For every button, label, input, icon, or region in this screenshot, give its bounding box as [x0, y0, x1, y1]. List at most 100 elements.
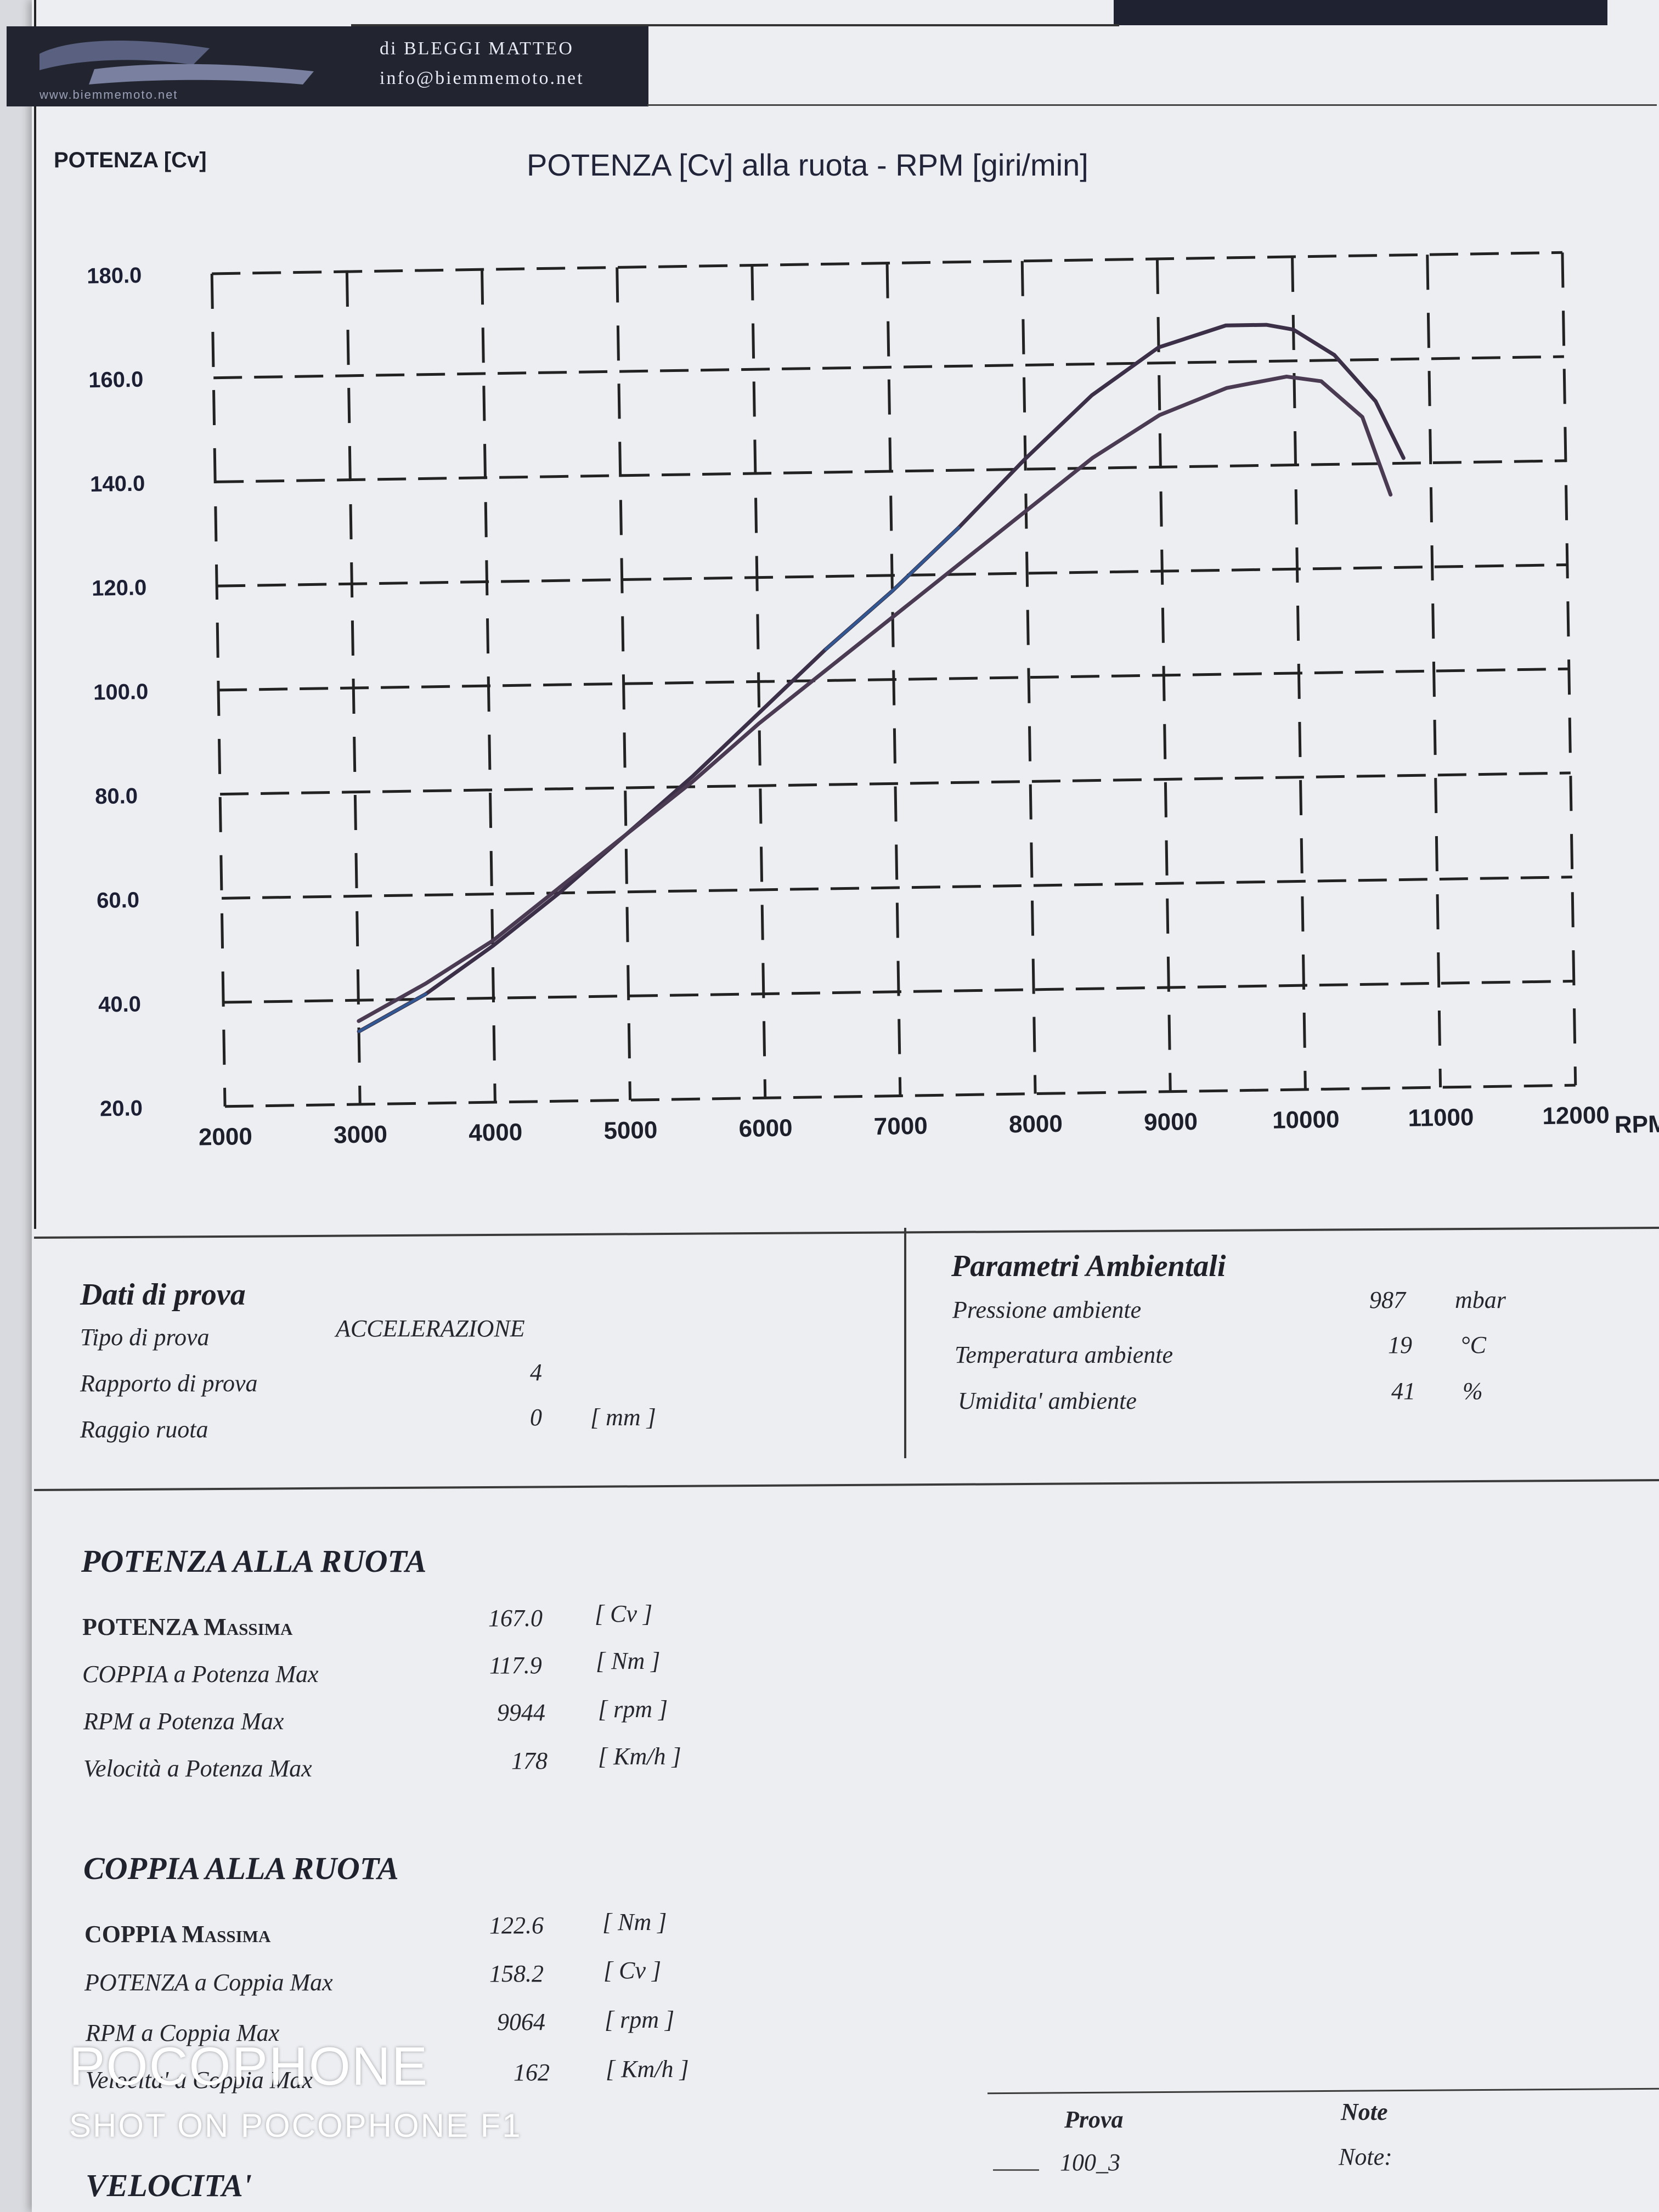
power-section-title: POTENZA ALLA RUOTA [81, 1543, 427, 1579]
grid-line-vertical [1155, 258, 1172, 1092]
power-label: POTENZA Massima [82, 1613, 293, 1640]
grid-line-horizontal [213, 355, 1564, 380]
x-tick-label: 8000 [1009, 1110, 1063, 1138]
x-tick-label: 10000 [1272, 1106, 1340, 1134]
x-tick-label: 7000 [873, 1113, 928, 1141]
x-tick-label: 5000 [603, 1116, 658, 1144]
power-label: COPPIA a Potenza Max [82, 1661, 319, 1688]
camera-watermark-caption: SHOT ON POCOPHONE F1 [69, 2107, 522, 2144]
grid-line-vertical [481, 269, 496, 1103]
torque-label: RPM a Coppia Max [86, 2019, 280, 2046]
test-label: Raggio ruota [80, 1416, 208, 1443]
grid-line-vertical [885, 263, 902, 1096]
speed-section-title: VELOCITA' [86, 2168, 252, 2203]
x-tick-label: 4000 [469, 1119, 523, 1147]
series-line-2 [357, 374, 1393, 1023]
y-tick-label: 140.0 [90, 471, 145, 496]
power-label: RPM a Potenza Max [83, 1708, 284, 1735]
logo-url: www.biemmemoto.net [40, 88, 178, 101]
power-rpm-chart: 20.0 40.0 60.0 80.0 100.0 120.0 140.0 160.0 180.… [87, 251, 1659, 1151]
env-label: Pressione ambiente [952, 1296, 1142, 1323]
company-email: info@biemmemoto.net [380, 68, 584, 88]
test-data-title: Dati di prova [80, 1278, 246, 1312]
power-value: 117.9 [489, 1652, 542, 1679]
y-tick-label: 40.0 [98, 992, 142, 1017]
x-tick-label: 11000 [1408, 1104, 1474, 1132]
env-value: 987 [1369, 1286, 1406, 1313]
torque-label: Velocita' a Coppia Max [86, 2067, 313, 2094]
x-tick-label: 3000 [334, 1121, 388, 1149]
env-unit: mbar [1455, 1286, 1506, 1313]
y-tick-label: 60.0 [97, 888, 140, 913]
test-label: Rapporto di prova [80, 1370, 258, 1397]
series-line-1-tint [357, 992, 427, 1033]
test-label: Tipo di prova [80, 1324, 210, 1351]
x-tick-label: 6000 [738, 1115, 793, 1143]
section-vertical-divider [904, 1228, 906, 1458]
company-logo-block: www.biemmemoto.net di BLEGGI MATTEO info… [7, 26, 648, 106]
header-underline [647, 104, 1657, 106]
test-value: ACCELERAZIONE [336, 1315, 525, 1342]
grid-line-vertical [1291, 256, 1307, 1090]
test-value: 0 [530, 1404, 542, 1431]
y-tick-label: 20.0 [100, 1096, 143, 1121]
torque-section-title: COPPIA ALLA RUOTA [83, 1850, 399, 1886]
env-label: Umidita' ambiente [958, 1387, 1137, 1414]
power-value: 167.0 [488, 1605, 543, 1632]
power-unit: [ Cv ] [595, 1600, 653, 1627]
x-tick-label: 12000 [1542, 1102, 1610, 1130]
grid-line-vertical [1020, 261, 1037, 1094]
torque-label: COPPIA Massima [84, 1921, 271, 1948]
legend-note-value: Note: [1339, 2143, 1392, 2170]
grid-line-vertical [751, 265, 767, 1098]
sheet-frame [34, 0, 1659, 1229]
torque-unit: [ Cv ] [603, 1957, 662, 1984]
power-value: 9944 [497, 1699, 545, 1726]
legend-prova-value: 100_3 [1060, 2149, 1120, 2176]
torque-label: POTENZA a Coppia Max [84, 1969, 333, 1996]
x-tick-label: 9000 [1144, 1108, 1198, 1136]
legend-line-swatch [993, 2169, 1039, 2171]
y-tick-label: 160.0 [88, 368, 144, 393]
torque-value: 122.6 [489, 1912, 544, 1939]
torque-value: 158.2 [489, 1960, 544, 1987]
header-tab [1114, 0, 1607, 25]
series-line-1-tint [824, 526, 961, 651]
chart-plot-area: 20.0 40.0 60.0 80.0 100.0 120.0 140.0 160.0 180.… [87, 251, 1659, 1151]
env-unit: % [1463, 1378, 1483, 1404]
env-value: 41 [1391, 1378, 1415, 1404]
power-label: Velocità a Potenza Max [83, 1755, 312, 1782]
torque-value: 9064 [497, 2008, 545, 2035]
torque-value: 162 [514, 2059, 550, 2086]
power-unit: [ Km/h ] [598, 1743, 681, 1770]
biemme-moto-logo [40, 41, 314, 84]
y-tick-label: 180.0 [87, 263, 142, 289]
grid-line-horizontal [222, 876, 1572, 900]
x-axis-label: RPM [giri/min] [1615, 1109, 1659, 1138]
legend-note-header: Note [1341, 2098, 1388, 2125]
y-tick-label: 120.0 [92, 575, 147, 601]
chart-title: POTENZA [Cv] alla ruota - RPM [giri/min] [527, 148, 1088, 182]
grid-line-vertical [1561, 252, 1577, 1086]
torque-unit: [ Nm ] [602, 1909, 667, 1936]
torque-unit: [ rpm ] [605, 2006, 675, 2033]
grid-line-vertical [210, 273, 227, 1107]
power-unit: [ Nm ] [596, 1647, 661, 1674]
grid-line-vertical [616, 267, 632, 1101]
env-title: Parametri Ambientali [951, 1249, 1226, 1283]
test-value: 4 [530, 1359, 542, 1386]
power-value: 178 [511, 1747, 548, 1774]
y-axis-label: POTENZA [Cv] [54, 148, 207, 172]
company-name: di BLEGGI MATTEO [380, 38, 574, 59]
grid-line-vertical [345, 272, 362, 1104]
series-line-1 [357, 323, 1406, 1034]
camera-watermark-brand: POCOPHONE [69, 2036, 429, 2096]
env-value: 19 [1388, 1331, 1412, 1358]
y-tick-label: 80.0 [95, 784, 138, 809]
torque-unit: [ Km/h ] [606, 2056, 689, 2083]
grid-line-horizontal [220, 771, 1571, 796]
test-unit: [ mm ] [590, 1404, 656, 1431]
legend-prova-header: Prova [1064, 2106, 1124, 2133]
grid-line-vertical [1426, 255, 1442, 1088]
env-label: Temperatura ambiente [955, 1341, 1173, 1368]
